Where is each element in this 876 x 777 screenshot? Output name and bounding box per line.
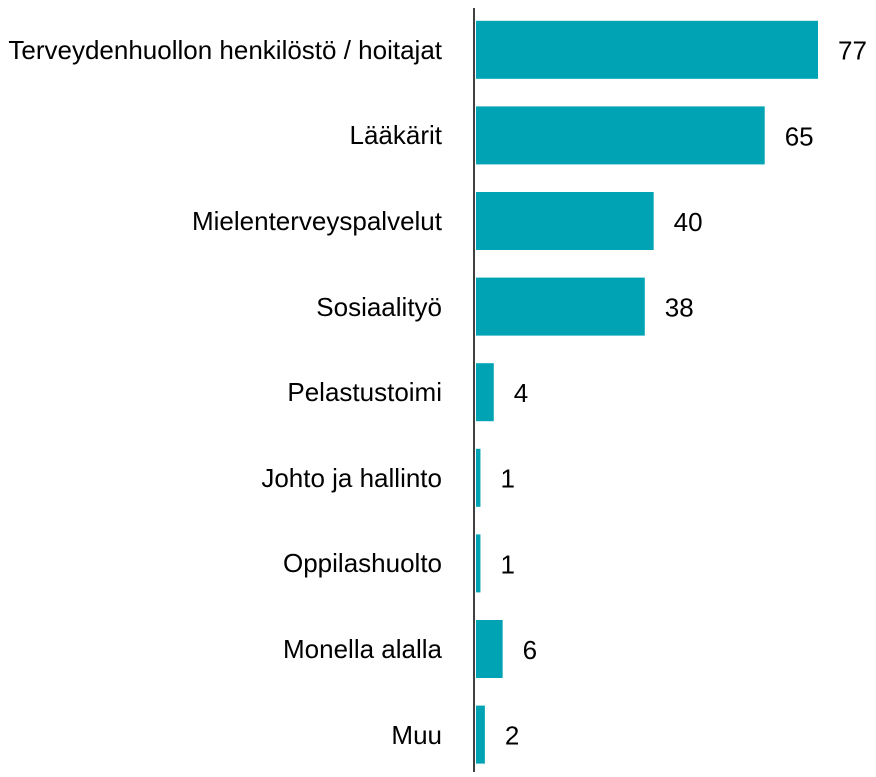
bar bbox=[476, 363, 494, 422]
category-label: Muu bbox=[391, 719, 442, 750]
bar bbox=[476, 192, 654, 250]
bar bbox=[476, 106, 765, 165]
bar bbox=[476, 277, 645, 336]
value-label: 4 bbox=[514, 378, 528, 408]
value-label: 38 bbox=[665, 292, 694, 322]
bar bbox=[476, 20, 818, 79]
value-label: 1 bbox=[500, 549, 514, 579]
category-label: Lääkärit bbox=[349, 120, 443, 151]
category-label: Pelastustoimi bbox=[287, 377, 442, 408]
value-label: 1 bbox=[500, 464, 514, 494]
category-label: Mielenterveyspalvelut bbox=[191, 205, 442, 236]
bar bbox=[476, 705, 485, 764]
bar bbox=[476, 620, 503, 678]
value-label: 2 bbox=[505, 720, 519, 750]
bar bbox=[476, 448, 481, 507]
category-label: Sosiaalityö bbox=[316, 291, 442, 322]
bar bbox=[476, 534, 481, 593]
value-label: 6 bbox=[523, 635, 537, 665]
value-label: 77 bbox=[838, 36, 867, 66]
value-label: 40 bbox=[674, 207, 703, 237]
category-label: Monella alalla bbox=[283, 633, 442, 664]
category-label: Terveydenhuollon henkilöstö / hoitajat bbox=[8, 34, 442, 65]
category-label: Oppilashuolto bbox=[283, 548, 442, 579]
value-label: 65 bbox=[785, 121, 814, 151]
category-label: Johto ja hallinto bbox=[261, 462, 442, 493]
